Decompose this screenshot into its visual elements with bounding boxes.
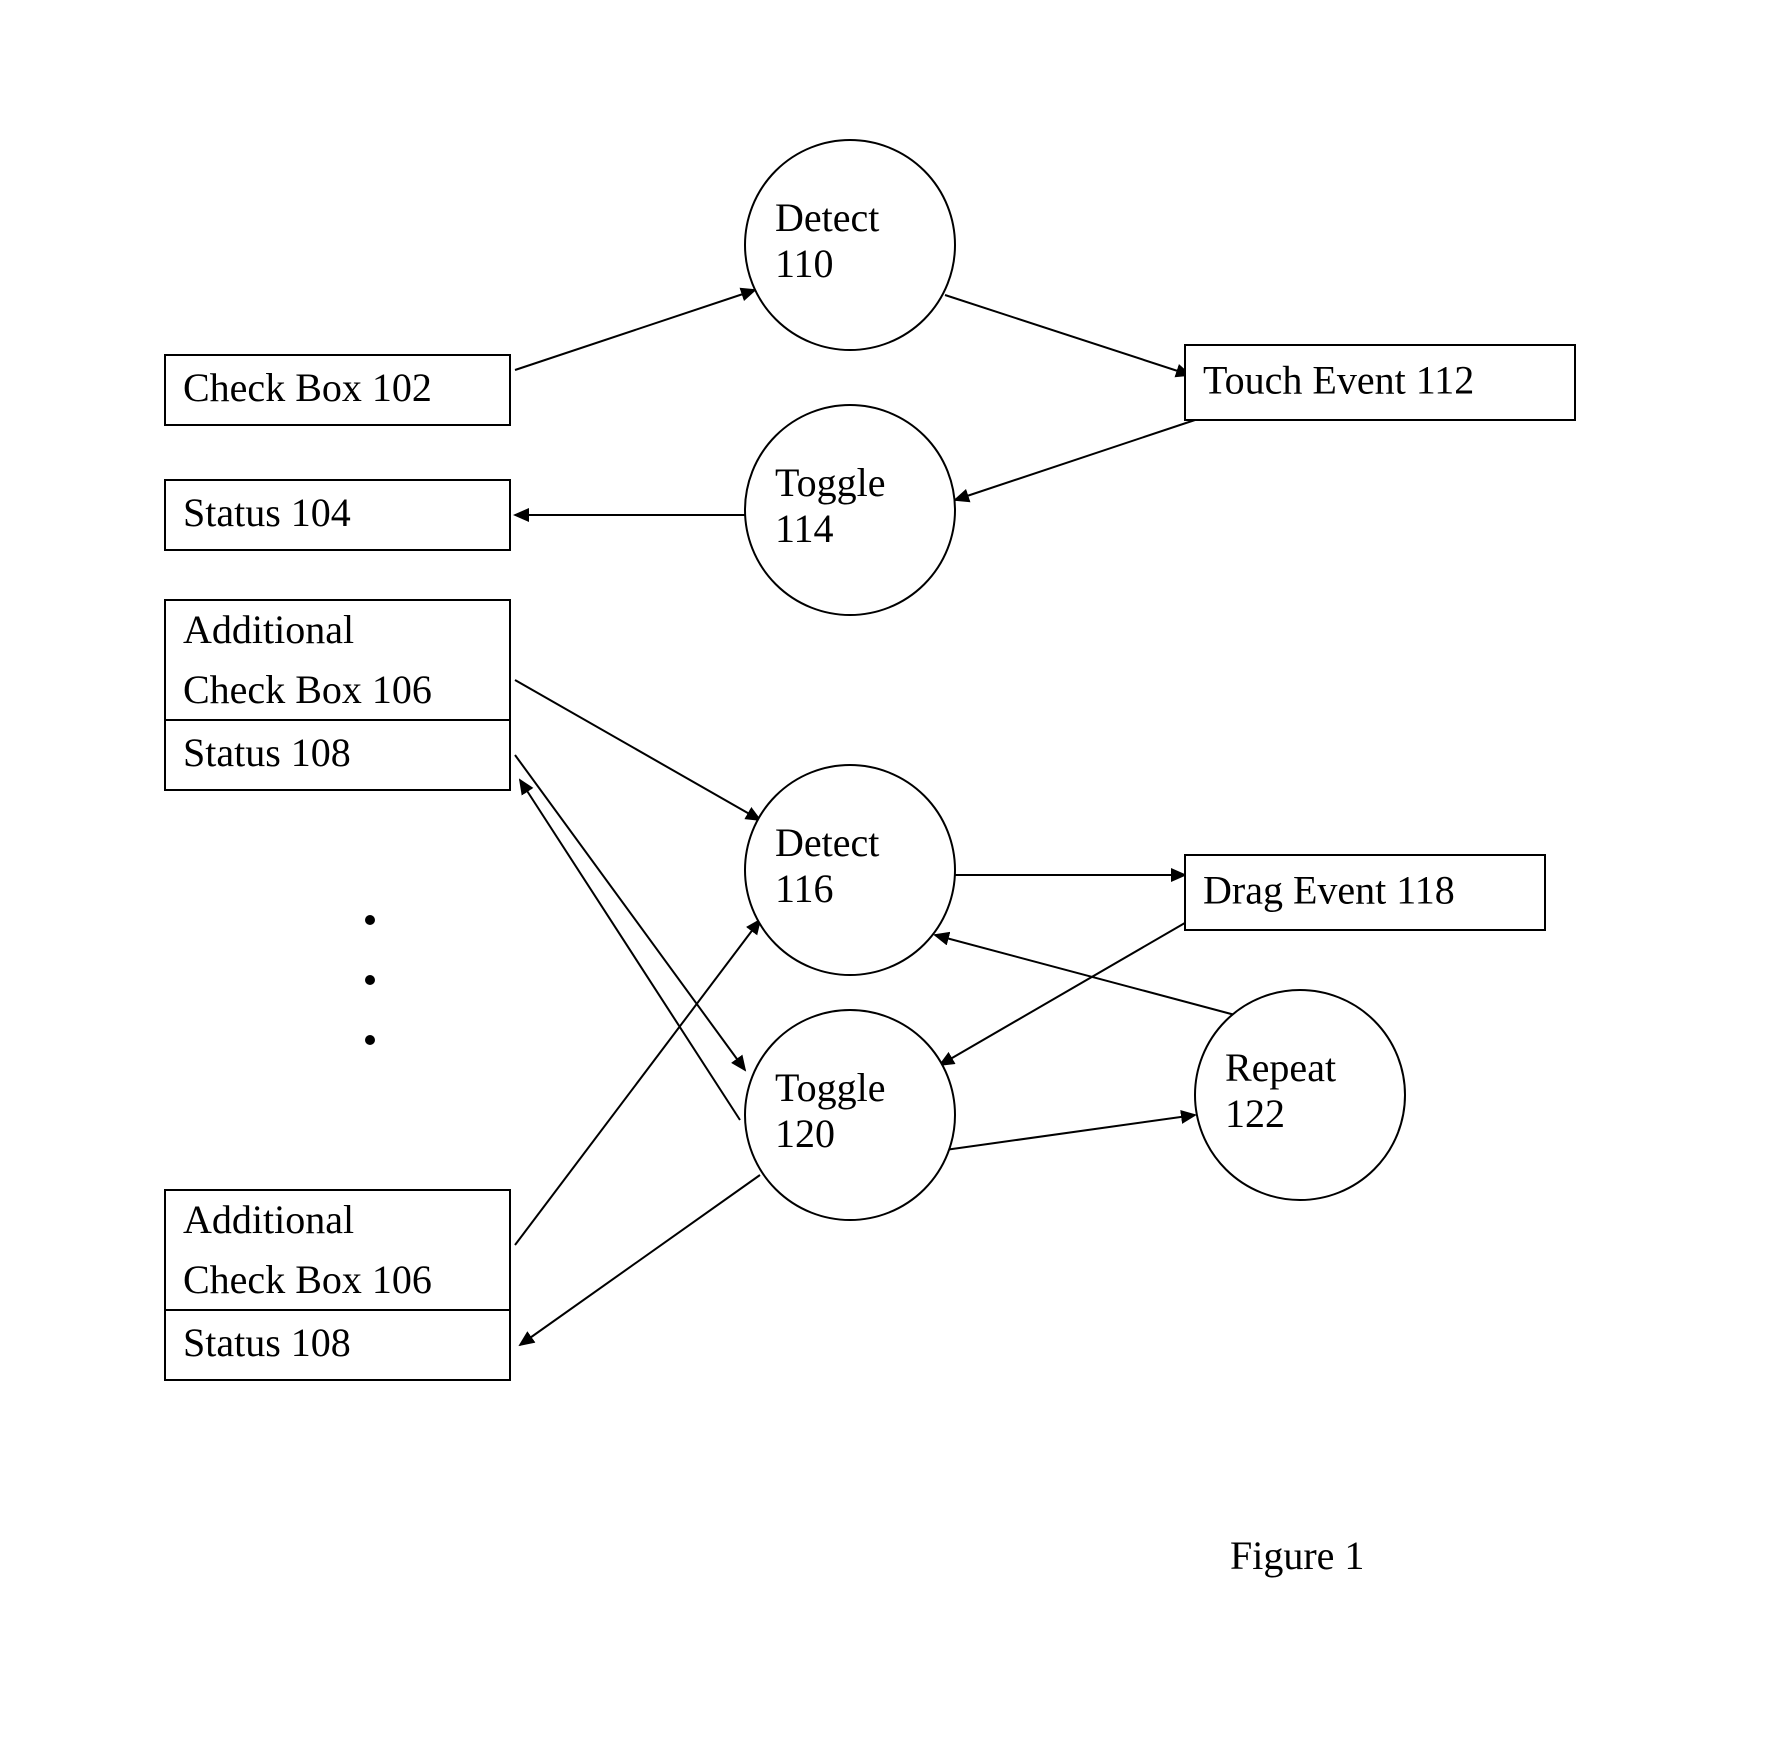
- circle-detect110-label-1: 110: [775, 241, 834, 286]
- ellipsis-dot-0: [365, 915, 375, 925]
- box-status108a-label-0: Status 108: [183, 730, 351, 775]
- box-addcheck106a-label-0: Additional: [183, 607, 354, 652]
- edge-5: [515, 755, 745, 1070]
- box-addcheck106b: Additional Check Box 106: [165, 1190, 510, 1310]
- edge-2: [955, 420, 1195, 500]
- circle-detect110: Detect110: [745, 140, 955, 350]
- box-addcheck106a: Additional Check Box 106: [165, 600, 510, 720]
- edge-4: [515, 680, 760, 820]
- circle-detect116: Detect116: [745, 765, 955, 975]
- circle-toggle120: Toggle120: [745, 1010, 955, 1220]
- box-dragevent118: Drag Event 118: [1185, 855, 1545, 930]
- box-checkbox102: Check Box 102: [165, 355, 510, 425]
- circle-toggle114-label-0: Toggle: [775, 460, 886, 505]
- flowchart-diagram: Check Box 102 Status 104 Additional Check B…: [0, 0, 1790, 1746]
- circle-toggle114-label-1: 114: [775, 506, 834, 551]
- figure-caption: Figure 1: [1230, 1533, 1364, 1578]
- edge-1: [945, 295, 1190, 375]
- edge-12: [935, 935, 1235, 1015]
- ellipsis-dot-2: [365, 1035, 375, 1045]
- edge-8: [520, 1175, 760, 1345]
- circle-detect116-label-0: Detect: [775, 820, 879, 865]
- box-status104: Status 104: [165, 480, 510, 550]
- circle-repeat122: Repeat122: [1195, 990, 1405, 1200]
- circle-detect110-label-0: Detect: [775, 195, 879, 240]
- edge-9: [515, 920, 760, 1245]
- circle-detect116-label-1: 116: [775, 866, 834, 911]
- circle-repeat122-label-0: Repeat: [1225, 1045, 1336, 1090]
- circle-toggle114: Toggle114: [745, 405, 955, 615]
- box-addcheck106b-label-1: Check Box 106: [183, 1257, 432, 1302]
- edge-11: [945, 1115, 1195, 1150]
- box-touchevent112: Touch Event 112: [1185, 345, 1575, 420]
- box-dragevent118-label-0: Drag Event 118: [1203, 868, 1455, 913]
- box-status108b-label-0: Status 108: [183, 1320, 351, 1365]
- circle-repeat122-label-1: 122: [1225, 1091, 1285, 1136]
- circle-toggle120-label-1: 120: [775, 1111, 835, 1156]
- box-status108b: Status 108: [165, 1310, 510, 1380]
- box-status108a: Status 108: [165, 720, 510, 790]
- edge-10: [520, 780, 740, 1120]
- box-addcheck106a-label-1: Check Box 106: [183, 667, 432, 712]
- box-status104-label-0: Status 104: [183, 490, 351, 535]
- box-touchevent112-label-0: Touch Event 112: [1203, 358, 1474, 403]
- box-checkbox102-label-0: Check Box 102: [183, 365, 432, 410]
- edge-0: [515, 290, 755, 370]
- circle-toggle120-label-0: Toggle: [775, 1065, 886, 1110]
- box-addcheck106b-label-0: Additional: [183, 1197, 354, 1242]
- ellipsis-dot-1: [365, 975, 375, 985]
